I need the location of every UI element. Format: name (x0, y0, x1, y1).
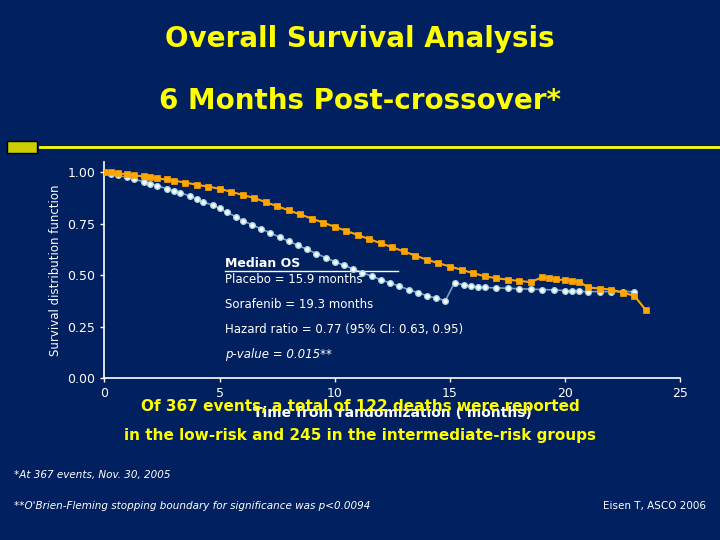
Text: in the low-risk and 245 in the intermediate-risk groups: in the low-risk and 245 in the intermedi… (124, 428, 596, 443)
Text: Eisen T, ASCO 2006: Eisen T, ASCO 2006 (603, 501, 706, 511)
Text: *At 367 events, Nov. 30, 2005: *At 367 events, Nov. 30, 2005 (14, 470, 171, 481)
Text: Sorafenib = 19.3 months: Sorafenib = 19.3 months (225, 298, 374, 311)
Text: **O'Brien-Fleming stopping boundary for significance was p<0.0094: **O'Brien-Fleming stopping boundary for … (14, 501, 371, 511)
Text: p-value = 0.015**: p-value = 0.015** (225, 348, 332, 361)
X-axis label: Time from randomization ( months): Time from randomization ( months) (253, 406, 532, 420)
Text: Median OS: Median OS (225, 257, 301, 270)
Text: Hazard ratio = 0.77 (95% CI: 0.63, 0.95): Hazard ratio = 0.77 (95% CI: 0.63, 0.95) (225, 323, 464, 336)
Text: 6 Months Post-crossover*: 6 Months Post-crossover* (159, 87, 561, 115)
Text: Overall Survival Analysis: Overall Survival Analysis (165, 25, 555, 53)
Text: Of 367 events, a total of 122 deaths were reported: Of 367 events, a total of 122 deaths wer… (140, 400, 580, 414)
FancyBboxPatch shape (7, 141, 37, 153)
Text: Placebo = 15.9 months: Placebo = 15.9 months (225, 273, 363, 286)
Y-axis label: Survival distribution function: Survival distribution function (49, 184, 62, 356)
